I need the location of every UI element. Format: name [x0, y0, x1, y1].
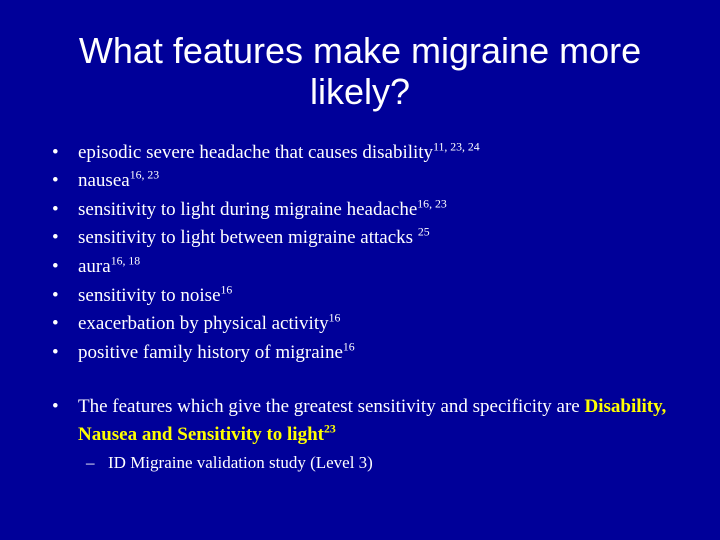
bullet-list: episodic severe headache that causes dis… — [50, 139, 670, 366]
spacer — [50, 367, 670, 393]
bullet-text: sensitivity to light during migraine hea… — [78, 199, 417, 220]
bullet-item: sensitivity to light between migraine at… — [78, 224, 670, 252]
sub-bullet-list: ID Migraine validation study (Level 3) — [78, 451, 670, 476]
bullet-item: exacerbation by physical activity16 — [78, 310, 670, 338]
bullet-item: sensitivity to light during migraine hea… — [78, 196, 670, 224]
slide-title: What features make migraine more likely? — [50, 30, 670, 113]
bullet-item: episodic severe headache that causes dis… — [78, 139, 670, 167]
bullet-item: positive family history of migraine16 — [78, 339, 670, 367]
bullet-text: aura — [78, 256, 111, 277]
citation-sup: 23 — [324, 422, 336, 435]
bullet-text: episodic severe headache that causes dis… — [78, 142, 433, 163]
citation-sup: 16 — [329, 312, 341, 325]
citation-sup: 11, 23, 24 — [433, 140, 480, 153]
citation-sup: 16, 23 — [417, 198, 446, 211]
bullet-text: sensitivity to light between migraine at… — [78, 227, 418, 248]
bullet-item: sensitivity to noise16 — [78, 282, 670, 310]
bullet-item: aura16, 18 — [78, 253, 670, 281]
bullet-text: sensitivity to noise — [78, 285, 221, 306]
citation-sup: 25 — [418, 226, 430, 239]
citation-sup: 16 — [221, 283, 233, 296]
citation-sup: 16 — [343, 340, 355, 353]
summary-text-pre: The features which give the greatest sen… — [78, 396, 584, 417]
bullet-text: nausea — [78, 170, 130, 191]
bullet-item: nausea16, 23 — [78, 167, 670, 195]
citation-sup: 16, 18 — [111, 255, 140, 268]
summary-item: The features which give the greatest sen… — [78, 393, 670, 476]
citation-sup: 16, 23 — [130, 169, 159, 182]
sub-bullet-item: ID Migraine validation study (Level 3) — [108, 451, 670, 476]
bullet-text: positive family history of migraine — [78, 342, 343, 363]
summary-list: The features which give the greatest sen… — [50, 393, 670, 476]
bullet-text: exacerbation by physical activity — [78, 313, 329, 334]
